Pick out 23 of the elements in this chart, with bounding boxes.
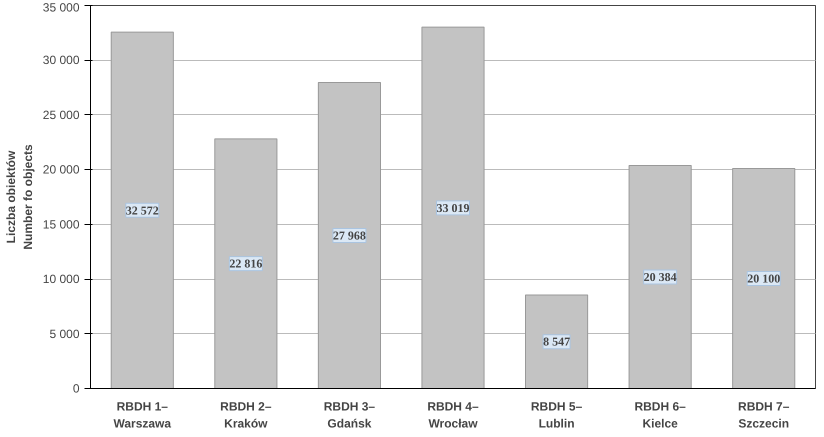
data-label: 22 816 bbox=[229, 256, 262, 271]
data-label: 27 968 bbox=[332, 228, 366, 242]
x-tick-label: RBDH 7– Szczecin bbox=[738, 400, 790, 430]
y-tick-label: 15 000 bbox=[42, 217, 80, 232]
y-tick-label: 5 000 bbox=[49, 326, 80, 341]
y-axis-title: Liczba obiektów Number fo objects bbox=[4, 144, 35, 250]
x-tick-label: RBDH 5– Lublin bbox=[530, 400, 583, 430]
y-tick-label: 35 000 bbox=[42, 0, 80, 14]
x-tick-label: RBDH 3– Gdańsk bbox=[324, 400, 376, 430]
y-tick-label: 0 bbox=[72, 382, 80, 396]
data-label: 32 572 bbox=[126, 203, 159, 218]
x-tick-label: RBDH 6– Kielce bbox=[634, 400, 686, 430]
data-label: 8 547 bbox=[543, 334, 570, 349]
data-label: 20 100 bbox=[747, 272, 780, 286]
y-tick-label: 30 000 bbox=[42, 53, 80, 68]
data-label: 33 019 bbox=[436, 200, 470, 215]
data-label: 20 384 bbox=[644, 270, 677, 284]
y-tick-label: 10 000 bbox=[42, 272, 80, 286]
y-tick-label: 20 000 bbox=[42, 162, 80, 177]
x-tick-label: RBDH 4– Wrocław bbox=[427, 400, 479, 430]
x-tick-label: RBDH 2– Kraków bbox=[220, 400, 272, 430]
x-tick-label: RBDH 1– Warszawa bbox=[113, 400, 172, 430]
y-tick-label: 25 000 bbox=[42, 108, 80, 122]
